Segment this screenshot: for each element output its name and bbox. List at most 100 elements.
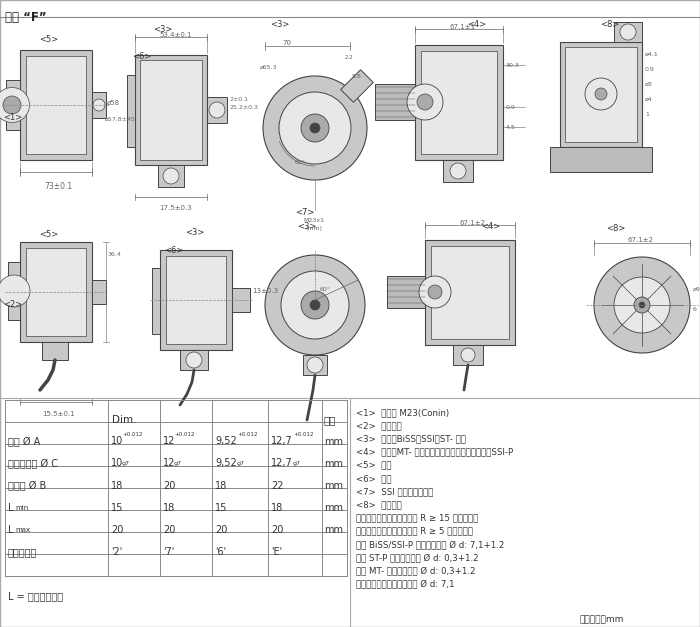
Circle shape — [265, 255, 365, 355]
Text: <7>  SSI 可选括号内的値: <7> SSI 可选括号内的値 — [356, 487, 433, 496]
Text: +0.012: +0.012 — [293, 432, 314, 437]
Text: ø58: ø58 — [107, 100, 120, 106]
Text: mm: mm — [324, 437, 343, 447]
Circle shape — [417, 94, 433, 110]
Text: 18: 18 — [111, 481, 123, 491]
Bar — [232, 288, 250, 312]
Text: <3>: <3> — [297, 222, 316, 231]
Circle shape — [186, 352, 202, 368]
Text: mm: mm — [324, 503, 343, 513]
Text: 67.1±1: 67.1±1 — [450, 24, 476, 30]
Text: <3>: <3> — [153, 25, 172, 34]
Text: ø65.3: ø65.3 — [260, 65, 278, 70]
Text: 18: 18 — [215, 481, 228, 491]
Circle shape — [310, 123, 320, 133]
Circle shape — [639, 302, 645, 308]
Text: 尺寸单位：mm: 尺寸单位：mm — [580, 615, 624, 624]
Text: '7': '7' — [163, 547, 174, 557]
Text: <4>: <4> — [481, 222, 500, 231]
Text: L: L — [8, 503, 13, 513]
Text: +0.012: +0.012 — [237, 432, 258, 437]
Text: '2': '2' — [111, 547, 122, 557]
Text: 1: 1 — [645, 112, 649, 117]
Text: 盲轴 “F”: 盲轴 “F” — [5, 11, 47, 24]
Text: <8>  客户端面: <8> 客户端面 — [356, 500, 402, 509]
Text: 12: 12 — [163, 458, 176, 468]
Bar — [421, 51, 497, 154]
Circle shape — [301, 114, 329, 142]
Circle shape — [614, 277, 670, 333]
Circle shape — [281, 271, 349, 339]
Text: 20: 20 — [163, 481, 176, 491]
Text: 18: 18 — [271, 503, 284, 513]
Text: 9,52: 9,52 — [215, 436, 237, 446]
Text: 0.9: 0.9 — [645, 67, 655, 72]
Text: <1>  连接器 M23(Conin): <1> 连接器 M23(Conin) — [356, 408, 449, 417]
Text: 15: 15 — [111, 503, 123, 513]
Text: <3>: <3> — [185, 228, 204, 237]
Text: <5>: <5> — [39, 230, 58, 239]
Text: ø4.1: ø4.1 — [645, 52, 659, 57]
Text: g7: g7 — [174, 461, 182, 466]
Text: 使用 ST-P 接口时的电缆 Ø d: 0,3+1.2: 使用 ST-P 接口时的电缆 Ø d: 0,3+1.2 — [356, 553, 479, 562]
Bar — [92, 92, 106, 118]
Text: '6': '6' — [215, 547, 226, 557]
Text: M23x1: M23x1 — [303, 218, 324, 223]
Text: 12,7: 12,7 — [271, 436, 293, 446]
Circle shape — [163, 168, 179, 184]
Circle shape — [634, 297, 650, 313]
Circle shape — [209, 102, 225, 118]
Bar — [375, 84, 415, 120]
Text: 13±0.3: 13±0.3 — [252, 288, 278, 294]
Text: 36.4: 36.4 — [108, 252, 122, 257]
Text: 12: 12 — [163, 436, 176, 446]
Bar — [415, 45, 503, 160]
Text: mm: mm — [324, 459, 343, 469]
Text: <3>: <3> — [270, 20, 289, 29]
Text: <6>: <6> — [132, 52, 151, 61]
Circle shape — [450, 163, 466, 179]
Text: <5>  轴向: <5> 轴向 — [356, 461, 391, 470]
Text: 15: 15 — [215, 503, 228, 513]
Bar — [166, 256, 226, 344]
Text: 轴型号代码: 轴型号代码 — [8, 547, 37, 557]
Bar — [127, 75, 135, 147]
Text: 20: 20 — [271, 525, 284, 535]
Bar — [560, 42, 642, 147]
Text: <4>  接口：MT- 并行（仅适用电缆）、现场总线、SSI-P: <4> 接口：MT- 并行（仅适用电缆）、现场总线、SSI-P — [356, 448, 513, 456]
Bar — [135, 55, 207, 165]
Text: 夹紧环 Ø B: 夹紧环 Ø B — [8, 481, 46, 491]
Text: 22: 22 — [271, 481, 284, 491]
Text: 15.5±0.1: 15.5±0.1 — [42, 411, 75, 417]
Bar — [20, 242, 92, 342]
Circle shape — [594, 257, 690, 353]
Text: ø8: ø8 — [645, 82, 652, 87]
Bar — [565, 47, 637, 142]
Bar — [550, 147, 652, 172]
Text: 使用 MT- 接口时的电缆 Ø d: 0,3+1.2: 使用 MT- 接口时的电缆 Ø d: 0,3+1.2 — [356, 566, 475, 576]
Text: mm: mm — [324, 481, 343, 491]
Text: mm: mm — [324, 525, 343, 535]
Text: 6: 6 — [693, 307, 697, 312]
Text: g7: g7 — [122, 461, 130, 466]
Text: +0.012: +0.012 — [122, 432, 143, 437]
Circle shape — [310, 300, 320, 310]
Text: ø4: ø4 — [645, 97, 653, 102]
Text: 2.2: 2.2 — [345, 55, 354, 60]
Text: 67.1±2: 67.1±2 — [628, 237, 654, 243]
Text: <1>: <1> — [3, 113, 22, 122]
Text: 20: 20 — [215, 525, 228, 535]
Text: 17.5±0.3: 17.5±0.3 — [159, 205, 192, 211]
Circle shape — [301, 291, 329, 319]
Text: 弹性安装时的电缆弯曲半径 R ≥ 15 倍电缆直径: 弹性安装时的电缆弯曲半径 R ≥ 15 倍电缆直径 — [356, 514, 478, 522]
Text: <7>: <7> — [295, 208, 314, 217]
Text: 单位: 单位 — [324, 415, 337, 425]
Text: min: min — [15, 505, 28, 511]
Bar — [614, 22, 642, 42]
Text: <6>  径向: <6> 径向 — [356, 474, 391, 483]
Text: 盲轴 Ø A: 盲轴 Ø A — [8, 437, 41, 447]
Text: 67.1±2: 67.1±2 — [460, 220, 486, 226]
Bar — [152, 268, 160, 334]
Text: 53.4±0.1: 53.4±0.1 — [159, 32, 192, 38]
Text: 60°: 60° — [295, 160, 306, 165]
